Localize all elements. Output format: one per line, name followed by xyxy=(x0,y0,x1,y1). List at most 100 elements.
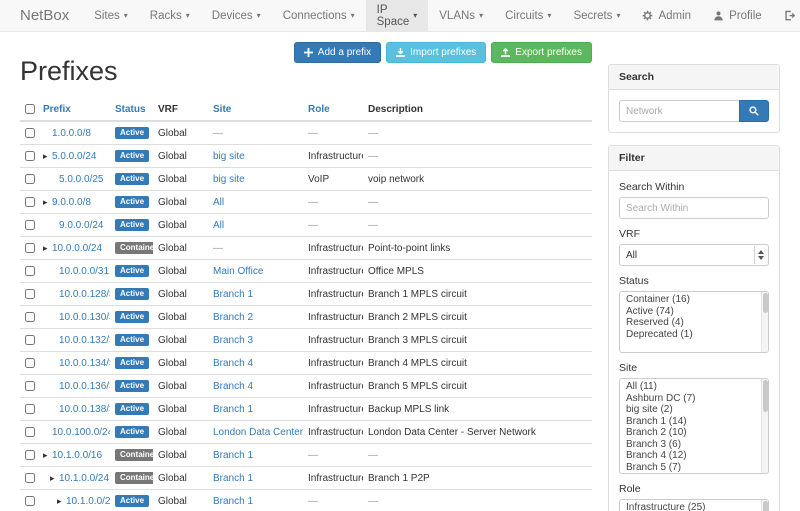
row-checkbox[interactable] xyxy=(25,127,35,138)
add-prefix-button[interactable]: Add a prefix xyxy=(293,42,382,63)
prefix-link[interactable]: 10.0.0.0/31 xyxy=(59,265,110,277)
column-header-prefix[interactable]: Prefix xyxy=(38,99,110,122)
description-cell: Branch 3 MPLS circuit xyxy=(363,328,592,352)
status-badge: Container xyxy=(115,472,153,484)
site-link[interactable]: All xyxy=(213,219,225,231)
site-link[interactable]: Branch 1 xyxy=(213,495,254,507)
listbox-option[interactable]: Deprecated (1) xyxy=(626,328,693,340)
prefix-link[interactable]: 10.1.0.0/24 xyxy=(59,472,110,484)
site-link[interactable]: big site xyxy=(213,150,245,162)
scrollbar[interactable] xyxy=(761,500,768,511)
listbox-option[interactable]: COLO-1-84 (2) xyxy=(620,473,768,474)
chevron-down-icon: ▾ xyxy=(413,11,418,20)
site-link[interactable]: All xyxy=(213,196,225,208)
site-link[interactable]: Branch 1 xyxy=(213,472,254,484)
site-link[interactable]: Main Office xyxy=(213,265,264,277)
prefix-cell: 10.0.0.132/31 xyxy=(38,328,110,352)
site-link[interactable]: Branch 3 xyxy=(213,334,254,346)
site-listbox[interactable]: All (11) Ashburn DC (7) big site (2) Branch… xyxy=(619,378,769,474)
site-link[interactable]: Branch 2 xyxy=(213,311,254,323)
scrollbar[interactable] xyxy=(761,379,768,473)
listbox-option[interactable]: Container (16) xyxy=(626,294,690,305)
nav-item-sites[interactable]: Sites ▾ xyxy=(83,0,139,31)
row-checkbox[interactable] xyxy=(25,357,35,368)
brand-logo[interactable]: NetBox xyxy=(20,7,70,24)
import-prefixes-button[interactable]: Import prefixes xyxy=(386,42,487,63)
row-checkbox[interactable] xyxy=(25,219,35,230)
prefix-link[interactable]: 10.0.0.0/24 xyxy=(52,242,103,254)
site-link[interactable]: Branch 4 xyxy=(213,380,254,392)
nav-item-admin[interactable]: Admin xyxy=(631,0,702,31)
listbox-option[interactable]: Branch 5 (7) xyxy=(626,461,682,473)
row-checkbox[interactable] xyxy=(25,150,35,161)
site-link[interactable]: Branch 4 xyxy=(213,357,254,369)
row-checkbox[interactable] xyxy=(25,403,35,414)
row-checkbox[interactable] xyxy=(25,472,35,483)
site-link[interactable]: big site xyxy=(213,173,245,185)
site-link[interactable]: Branch 1 xyxy=(213,403,254,415)
row-checkbox[interactable] xyxy=(25,196,35,207)
nav-item-racks[interactable]: Racks ▾ xyxy=(139,0,201,31)
search-within-input[interactable] xyxy=(619,197,769,219)
nav-item-devices[interactable]: Devices ▾ xyxy=(201,0,272,31)
row-checkbox[interactable] xyxy=(25,449,35,460)
scrollbar[interactable] xyxy=(761,292,768,352)
status-listbox[interactable]: Container (16) Active (74) Reserved (4) Dep… xyxy=(619,291,769,353)
listbox-option[interactable]: All (11) xyxy=(626,381,657,392)
site-link[interactable]: London Data Center xyxy=(213,426,303,438)
listbox-option[interactable]: Ashburn DC (7) xyxy=(626,392,696,404)
prefix-link[interactable]: 10.0.0.130/31 xyxy=(59,311,110,323)
search-submit-button[interactable] xyxy=(739,100,769,122)
prefix-link[interactable]: 1.0.0.0/8 xyxy=(52,127,91,139)
listbox-option[interactable]: Branch 4 (12) xyxy=(626,450,687,461)
prefix-link[interactable]: 9.0.0.0/24 xyxy=(59,219,104,231)
row-checkbox[interactable] xyxy=(25,288,35,299)
nav-item-logout[interactable]: Log out xyxy=(773,0,800,31)
listbox-option[interactable]: Branch 2 (10) xyxy=(626,427,687,438)
listbox-option[interactable]: Branch 1 (14) xyxy=(626,415,687,427)
listbox-option[interactable]: Active (74) xyxy=(626,305,674,317)
select-all-checkbox[interactable] xyxy=(25,104,35,115)
row-checkbox[interactable] xyxy=(25,495,35,506)
prefix-link[interactable]: 10.0.100.0/24 xyxy=(52,426,110,438)
listbox-option[interactable]: Infrastructure (25) xyxy=(626,502,706,511)
site-link[interactable]: Branch 1 xyxy=(213,288,254,300)
prefix-link[interactable]: 5.0.0.0/24 xyxy=(52,150,97,162)
row-checkbox[interactable] xyxy=(25,242,35,253)
export-prefixes-button[interactable]: Export prefixes xyxy=(491,42,592,63)
nav-item-circuits[interactable]: Circuits ▾ xyxy=(494,0,562,31)
vrf-select[interactable]: All xyxy=(619,244,769,266)
prefix-link[interactable]: 10.0.0.134/31 xyxy=(59,357,110,369)
prefix-link[interactable]: 10.0.0.128/31 xyxy=(59,288,110,300)
vrf-cell: Global xyxy=(153,328,208,352)
prefix-link[interactable]: 5.0.0.0/25 xyxy=(59,173,104,185)
nav-item-profile[interactable]: Profile xyxy=(702,0,773,31)
row-checkbox[interactable] xyxy=(25,334,35,345)
listbox-option[interactable]: Reserved (4) xyxy=(626,317,684,328)
prefix-link[interactable]: 10.0.0.138/31 xyxy=(59,403,110,415)
search-input[interactable] xyxy=(619,100,739,122)
prefix-link[interactable]: 9.0.0.0/8 xyxy=(52,196,91,208)
row-checkbox[interactable] xyxy=(25,311,35,322)
nav-item-secrets[interactable]: Secrets ▾ xyxy=(562,0,631,31)
prefix-link[interactable]: 10.1.0.0/16 xyxy=(52,449,103,461)
nav-menu: Sites ▾ Racks ▾ Devices ▾ Connections ▾ IP Space… xyxy=(83,0,631,31)
row-checkbox[interactable] xyxy=(25,380,35,391)
prefix-link[interactable]: 10.0.0.132/31 xyxy=(59,334,110,346)
listbox-option[interactable]: Branch 3 (6) xyxy=(626,438,682,450)
site-link[interactable]: Branch 1 xyxy=(213,449,254,461)
nav-item-ip-space[interactable]: IP Space ▾ xyxy=(365,0,429,31)
listbox-option[interactable]: big site (2) xyxy=(626,404,673,415)
nav-item-connections[interactable]: Connections ▾ xyxy=(272,0,366,31)
column-header-status[interactable]: Status xyxy=(110,99,153,122)
role-listbox[interactable]: Infrastructure (25)Management (8)Private… xyxy=(619,499,769,511)
row-checkbox[interactable] xyxy=(25,426,35,437)
row-checkbox[interactable] xyxy=(25,265,35,276)
nav-item-vlans[interactable]: VLANs ▾ xyxy=(428,0,494,31)
prefix-link[interactable]: 10.1.0.0/25 xyxy=(66,495,110,507)
row-checkbox[interactable] xyxy=(25,173,35,184)
column-header-role[interactable]: Role xyxy=(303,99,363,122)
prefix-link[interactable]: 10.0.0.136/31 xyxy=(59,380,110,392)
column-header-site[interactable]: Site xyxy=(208,99,303,122)
